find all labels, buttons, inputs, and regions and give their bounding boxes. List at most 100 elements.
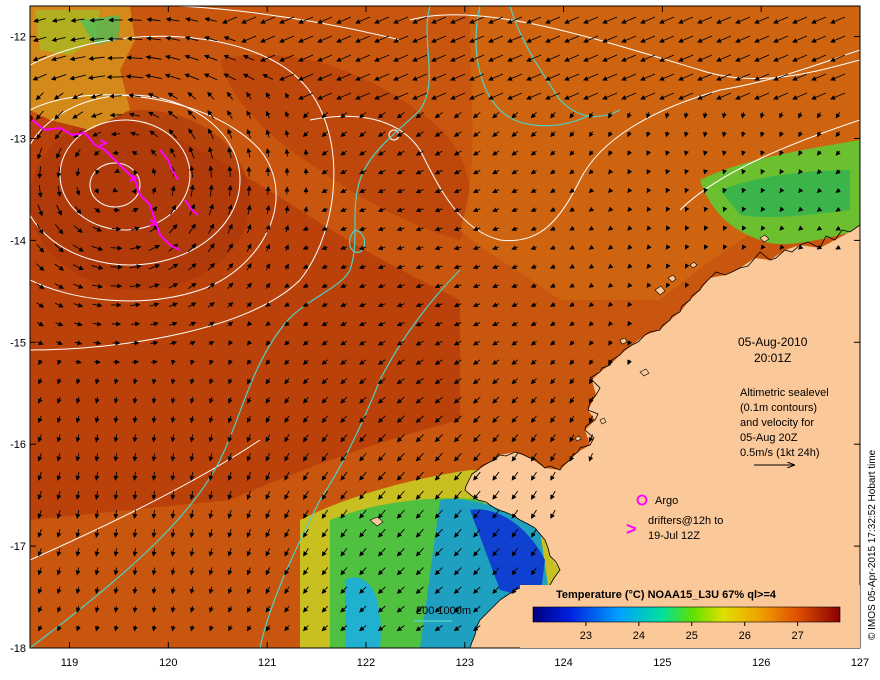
velocity-arrow <box>431 35 447 43</box>
velocity-arrow <box>569 434 575 443</box>
velocity-arrow <box>94 434 100 443</box>
velocity-arrow <box>412 92 428 100</box>
velocity-arrow <box>321 452 329 462</box>
velocity-arrow <box>73 225 83 234</box>
velocity-arrow <box>75 453 81 462</box>
velocity-arrow <box>488 35 504 43</box>
velocity-arrow <box>627 112 632 119</box>
velocity-arrow <box>374 73 390 81</box>
velocity-arrow <box>377 207 386 213</box>
velocity-arrow <box>189 606 195 613</box>
velocity-arrow <box>208 434 214 443</box>
velocity-arrow <box>703 206 709 213</box>
velocity-arrow <box>434 131 443 137</box>
velocity-arrow <box>260 54 276 62</box>
velocity-arrow <box>549 283 556 288</box>
velocity-arrow <box>241 35 257 43</box>
velocity-arrow <box>684 263 690 269</box>
velocity-arrow <box>678 35 694 43</box>
velocity-arrow <box>415 150 424 156</box>
velocity-arrow <box>665 169 671 175</box>
velocity-arrow <box>222 16 238 24</box>
velocity-arrow <box>646 168 652 175</box>
velocity-arrow <box>56 147 62 159</box>
velocity-arrow <box>393 54 409 62</box>
velocity-arrow <box>37 453 43 462</box>
velocity-arrow <box>431 73 447 81</box>
velocity-arrow <box>678 54 694 62</box>
velocity-arrow <box>760 244 766 250</box>
velocity-arrow <box>170 625 176 632</box>
velocity-arrow <box>434 111 443 119</box>
velocity-arrow <box>246 224 252 234</box>
velocity-arrow <box>741 206 747 213</box>
velocity-arrow <box>545 73 561 81</box>
velocity-arrow <box>203 54 218 61</box>
velocity-arrow <box>588 453 594 462</box>
velocity-arrow <box>697 16 713 24</box>
velocity-arrow <box>588 340 594 346</box>
velocity-arrow <box>170 529 176 538</box>
velocity-arrow <box>208 548 214 557</box>
velocity-arrow <box>227 147 233 158</box>
velocity-arrow <box>550 340 556 346</box>
velocity-arrow <box>816 112 822 119</box>
velocity-arrow <box>168 129 177 139</box>
velocity-arrow <box>434 359 443 365</box>
velocity-arrow <box>816 244 823 250</box>
velocity-arrow <box>208 128 214 139</box>
velocity-arrow <box>56 453 62 462</box>
velocity-arrow <box>340 452 348 462</box>
velocity-arrow <box>132 434 138 443</box>
velocity-arrow <box>415 359 424 365</box>
velocity-arrow <box>453 264 462 270</box>
velocity-arrow <box>530 359 537 365</box>
velocity-arrow <box>792 92 808 100</box>
velocity-arrow <box>393 92 409 100</box>
velocity-arrow <box>735 54 751 62</box>
velocity-arrow <box>208 341 215 346</box>
velocity-arrow <box>453 528 462 538</box>
velocity-arrow <box>303 471 309 481</box>
velocity-arrow <box>415 452 424 462</box>
velocity-arrow <box>569 359 575 365</box>
velocity-arrow <box>377 586 386 594</box>
velocity-arrow <box>262 73 273 80</box>
velocity-arrow <box>302 131 309 138</box>
velocity-arrow <box>396 490 405 500</box>
velocity-arrow <box>431 16 447 24</box>
velocity-arrow <box>188 146 195 159</box>
velocity-arrow <box>511 471 519 481</box>
velocity-arrow <box>265 586 271 595</box>
velocity-arrow <box>113 567 119 576</box>
velocity-arrow <box>321 567 329 576</box>
velocity-arrow <box>564 73 580 81</box>
velocity-arrow <box>754 54 770 62</box>
velocity-arrow <box>811 54 827 62</box>
lat-tick-label: -16 <box>10 439 26 451</box>
velocity-arrow <box>511 245 518 251</box>
velocity-arrow <box>321 340 328 346</box>
velocity-arrow <box>125 74 144 80</box>
velocity-arrow <box>588 206 595 212</box>
velocity-arrow <box>473 547 481 557</box>
velocity-arrow <box>723 225 728 231</box>
velocity-arrow <box>723 244 728 250</box>
velocity-arrow <box>740 131 746 138</box>
velocity-arrow <box>415 378 424 385</box>
velocity-arrow <box>246 110 252 119</box>
velocity-arrow <box>148 111 160 119</box>
velocity-arrow <box>702 112 708 119</box>
velocity-arrow <box>359 509 367 519</box>
velocity-arrow <box>246 282 252 289</box>
velocity-arrow <box>378 490 386 500</box>
velocity-arrow <box>530 471 537 481</box>
velocity-arrow <box>835 244 841 250</box>
velocity-arrow <box>415 509 424 519</box>
latitude-axis: -12 -13 -14 -15 -16 -17 -18 <box>10 32 860 655</box>
velocity-arrow <box>149 321 159 327</box>
velocity-arrow <box>779 206 785 212</box>
velocity-arrow <box>588 131 594 138</box>
velocity-arrow <box>321 131 328 138</box>
velocity-arrow <box>697 54 713 62</box>
